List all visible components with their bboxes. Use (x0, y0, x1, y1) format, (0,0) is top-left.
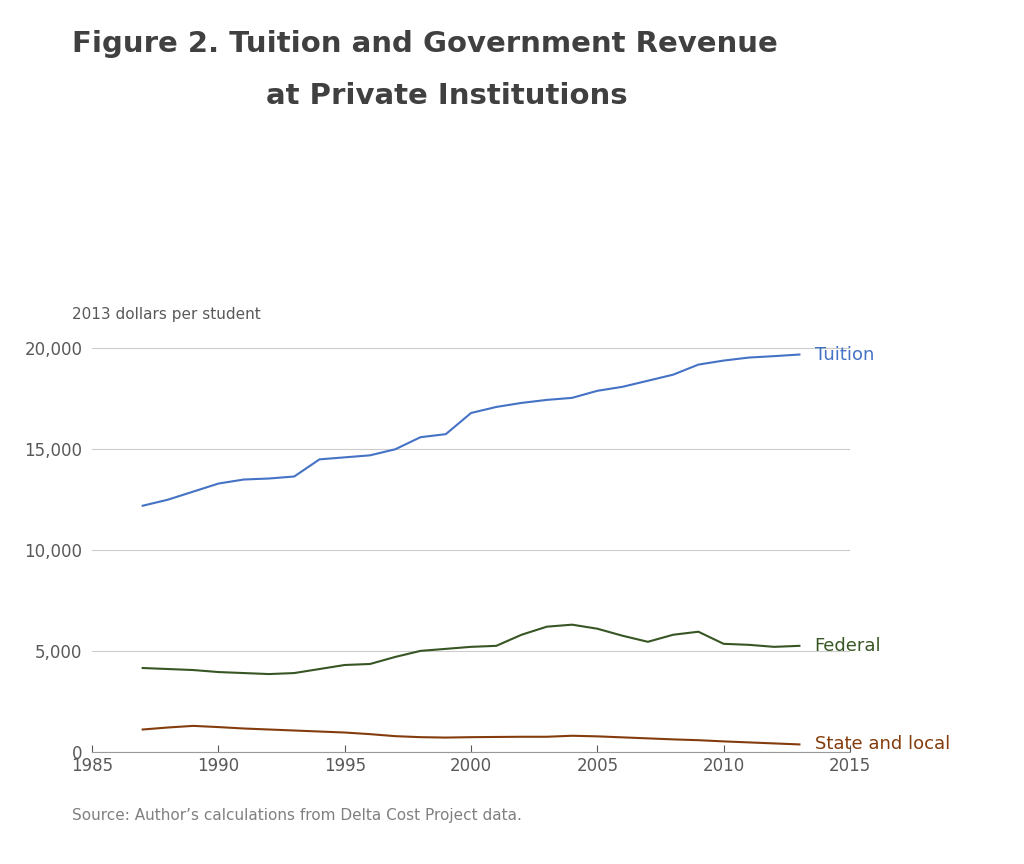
Text: State and local: State and local (814, 735, 950, 753)
Text: Figure 2. Tuition and Government Revenue: Figure 2. Tuition and Government Revenue (72, 30, 777, 58)
Text: 2013 dollars per student: 2013 dollars per student (72, 307, 260, 321)
Text: Federal: Federal (814, 637, 882, 655)
Text: Tuition: Tuition (814, 346, 873, 364)
Text: Source: Author’s calculations from Delta Cost Project data.: Source: Author’s calculations from Delta… (72, 808, 521, 823)
Text: at Private Institutions: at Private Institutions (266, 82, 628, 110)
